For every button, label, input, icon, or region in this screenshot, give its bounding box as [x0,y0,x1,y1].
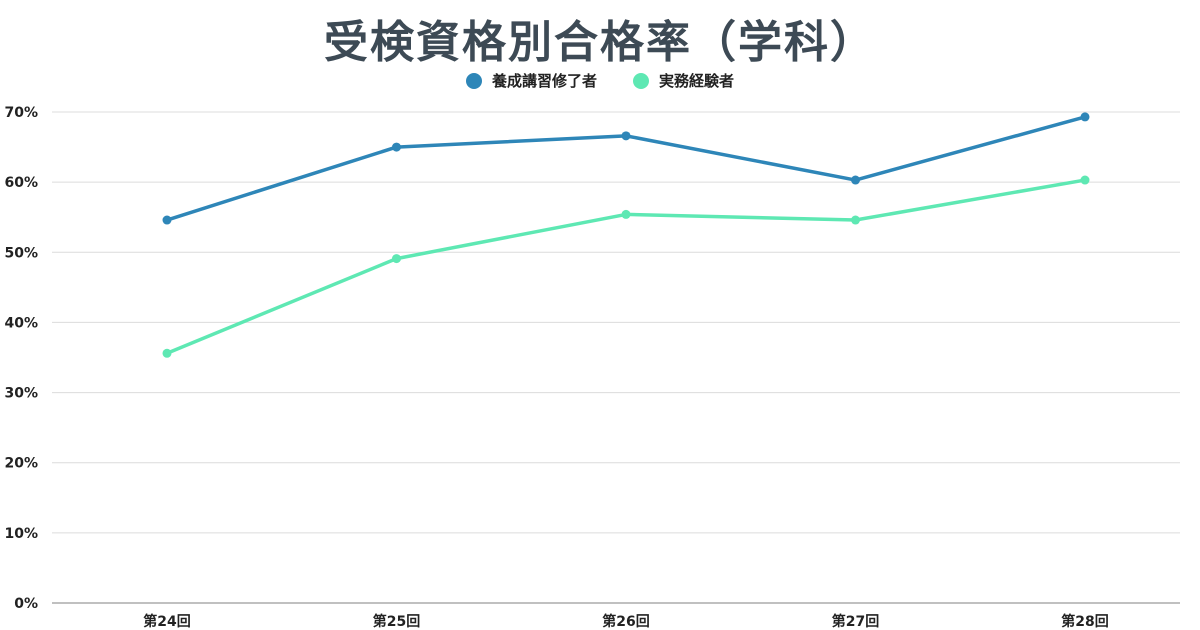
y-tick-label-60: 60% [4,175,38,191]
legend-label-series-2: 実務経験者 [659,72,735,90]
y-tick-label-0: 0% [14,596,38,612]
legend-marker-series-2 [633,72,649,89]
x-tick-label-5: 第28回 [1061,613,1108,630]
legend-item-series-2[interactable]: 実務経験者 [633,70,734,91]
data-point-series-1-5 [1080,112,1090,122]
data-point-series-1-4 [851,175,860,185]
y-tick-label-20: 20% [4,456,38,472]
data-point-series-2-5 [1080,175,1090,185]
legend: 養成講習修了者 実務経験者 [0,70,1200,91]
y-tick-label-30: 30% [4,386,38,402]
y-tick-label-50: 50% [4,245,38,261]
series-line-2 [165,178,1087,356]
x-tick-label-1: 第24回 [143,613,190,630]
chart-title: 受検資格別合格率（学科） [324,17,876,68]
data-point-series-2-3 [621,209,631,219]
y-tick-label-10: 10% [4,526,38,542]
y-tick-label-70: 70% [4,105,38,121]
x-tick-label-2: 第25回 [373,613,420,630]
legend-label-series-1: 養成講習修了者 [491,72,597,90]
data-point-series-2-4 [851,215,860,225]
legend-marker-series-1 [465,72,482,89]
data-point-series-2-2 [392,254,401,264]
x-tick-label-4: 第27回 [832,613,879,630]
x-tick-label-3: 第26回 [602,613,649,630]
legend-item-series-1[interactable]: 養成講習修了者 [465,70,597,91]
data-point-series-1-2 [392,142,401,152]
data-point-series-1-1 [162,215,172,225]
data-point-series-2-1 [162,348,172,358]
y-tick-label-40: 40% [4,315,38,331]
data-point-series-1-3 [621,131,631,141]
